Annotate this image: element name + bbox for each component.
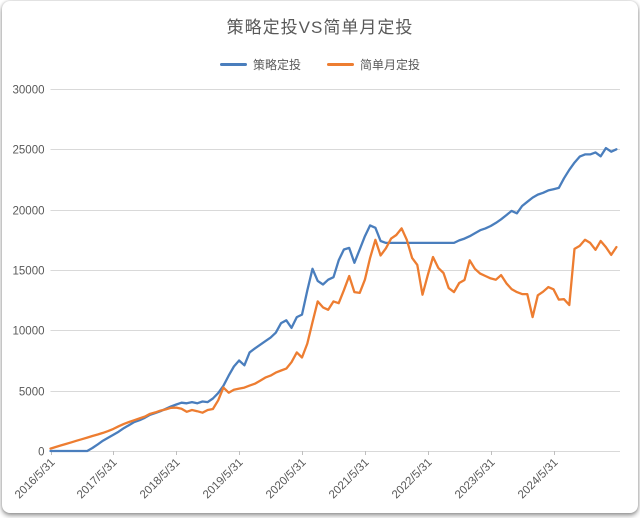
legend-label: 简单月定投 [360,58,421,72]
y-axis-label: 25000 [13,145,45,157]
legend-line-swatch [219,63,247,66]
series-line-strategy [49,146,618,453]
x-axis-label: 2023/5/31 [453,457,498,502]
x-axis-label: 2018/5/31 [138,457,183,502]
legend-label: 策略定投 [252,58,301,72]
chart-title: 策略定投VS简单月定投 [226,18,414,37]
y-axis-label: 20000 [13,206,45,218]
x-axis-label: 2022/5/31 [390,457,435,502]
y-axis-label: 30000 [13,85,45,97]
y-axis-label: 0 [38,447,44,459]
x-axis-label: 2019/5/31 [201,457,246,502]
series-line-simple-monthly [49,227,618,450]
x-axis-label: 2024/5/31 [516,457,561,502]
y-axis-label: 5000 [19,387,45,399]
legend-item-simple-monthly[interactable]: 简单月定投 [327,56,420,73]
legend-item-strategy[interactable]: 策略定投 [219,56,301,73]
x-axis-label: 2021/5/31 [327,457,372,502]
y-axis-label: 15000 [13,266,45,278]
x-axis-label: 2017/5/31 [75,457,120,502]
chart-legend: 策略定投 简单月定投 [2,56,638,73]
legend-line-swatch [327,63,354,66]
x-axis-label: 2020/5/31 [264,457,309,502]
y-axis-label: 10000 [13,326,45,338]
x-axis-label: 2016/5/31 [13,457,58,502]
